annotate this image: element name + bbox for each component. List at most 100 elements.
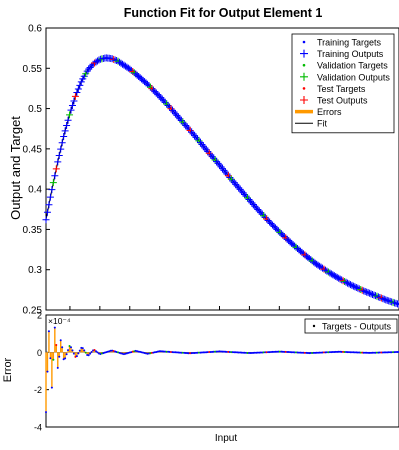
error-point <box>66 353 68 355</box>
target-marker <box>305 255 307 257</box>
error-legend-symbol <box>313 325 315 327</box>
target-marker <box>294 245 296 247</box>
target-marker <box>216 161 218 163</box>
error-y-tick-label: -4 <box>34 423 42 433</box>
target-marker <box>85 73 87 75</box>
target-marker <box>279 231 281 233</box>
target-marker <box>166 103 168 105</box>
target-marker <box>242 192 244 194</box>
legend-label: Training Outputs <box>317 49 384 59</box>
target-marker <box>63 136 65 138</box>
target-marker <box>144 81 146 83</box>
target-marker <box>202 145 204 147</box>
target-marker <box>283 236 285 238</box>
target-marker <box>154 91 156 93</box>
target-marker <box>70 109 72 111</box>
target-marker <box>173 111 175 113</box>
target-marker <box>247 197 249 199</box>
target-marker <box>158 95 160 97</box>
target-marker <box>183 123 185 125</box>
target-marker <box>136 74 138 76</box>
target-marker <box>245 195 247 197</box>
error-y-tick-label: 0 <box>37 348 42 358</box>
error-point <box>52 359 54 361</box>
target-marker <box>50 196 52 198</box>
target-marker <box>182 121 184 123</box>
target-marker <box>261 213 263 215</box>
target-marker <box>130 69 132 71</box>
target-marker <box>191 131 193 133</box>
target-marker <box>176 114 178 116</box>
target-marker <box>67 119 69 121</box>
target-marker <box>58 155 60 157</box>
target-marker <box>219 164 221 166</box>
error-point <box>67 349 69 351</box>
target-marker <box>194 135 196 137</box>
target-marker <box>232 180 234 182</box>
target-marker <box>147 83 149 85</box>
error-point <box>76 355 78 357</box>
target-marker <box>239 189 241 191</box>
target-marker <box>310 259 312 261</box>
legend-symbol <box>303 64 306 67</box>
target-marker <box>289 241 291 243</box>
target-marker <box>52 182 54 184</box>
target-marker <box>308 258 310 260</box>
y-tick-label: 0.4 <box>28 185 42 196</box>
error-point <box>82 347 84 349</box>
target-marker <box>233 182 235 184</box>
target-marker <box>255 207 257 209</box>
target-marker <box>208 152 210 154</box>
error-point <box>91 351 93 353</box>
target-marker <box>280 233 282 235</box>
error-point <box>46 371 48 373</box>
target-marker <box>297 248 299 250</box>
target-marker <box>161 98 163 100</box>
target-marker <box>155 92 157 94</box>
target-marker <box>300 250 302 252</box>
error-point <box>54 327 56 329</box>
target-marker <box>254 205 256 207</box>
target-marker <box>238 187 240 189</box>
target-marker <box>197 138 199 140</box>
target-marker <box>139 77 141 79</box>
y-axis-label: Output and Target <box>8 116 23 220</box>
target-marker <box>142 79 144 81</box>
target-marker <box>250 200 252 202</box>
error-point <box>51 387 53 389</box>
target-marker <box>172 109 174 111</box>
target-marker <box>204 147 206 149</box>
target-marker <box>304 254 306 256</box>
target-marker <box>276 229 278 231</box>
target-marker <box>60 148 62 150</box>
target-marker <box>77 88 79 90</box>
error-point <box>89 353 91 355</box>
target-marker <box>200 142 202 144</box>
target-marker <box>188 128 190 130</box>
target-marker <box>91 65 93 67</box>
target-marker <box>88 68 90 70</box>
target-marker <box>163 100 165 102</box>
error-point <box>49 357 51 359</box>
target-marker <box>244 194 246 196</box>
target-marker <box>148 85 150 87</box>
target-marker <box>266 218 268 220</box>
target-marker <box>189 130 191 132</box>
target-marker <box>272 224 274 226</box>
target-marker <box>277 230 279 232</box>
error-exponent-label: ×10⁻⁴ <box>48 316 71 326</box>
target-marker <box>170 108 172 110</box>
target-marker <box>167 105 169 107</box>
target-marker <box>291 243 293 245</box>
y-tick-label: 0.6 <box>28 24 42 35</box>
error-point <box>83 349 85 351</box>
error-point <box>79 350 81 352</box>
y-tick-label: 0.55 <box>23 64 43 75</box>
target-marker <box>169 106 171 108</box>
error-point <box>85 352 87 354</box>
y-tick-label: 0.35 <box>23 225 43 236</box>
target-marker <box>225 171 227 173</box>
error-point <box>57 367 59 369</box>
error-point <box>77 352 79 354</box>
